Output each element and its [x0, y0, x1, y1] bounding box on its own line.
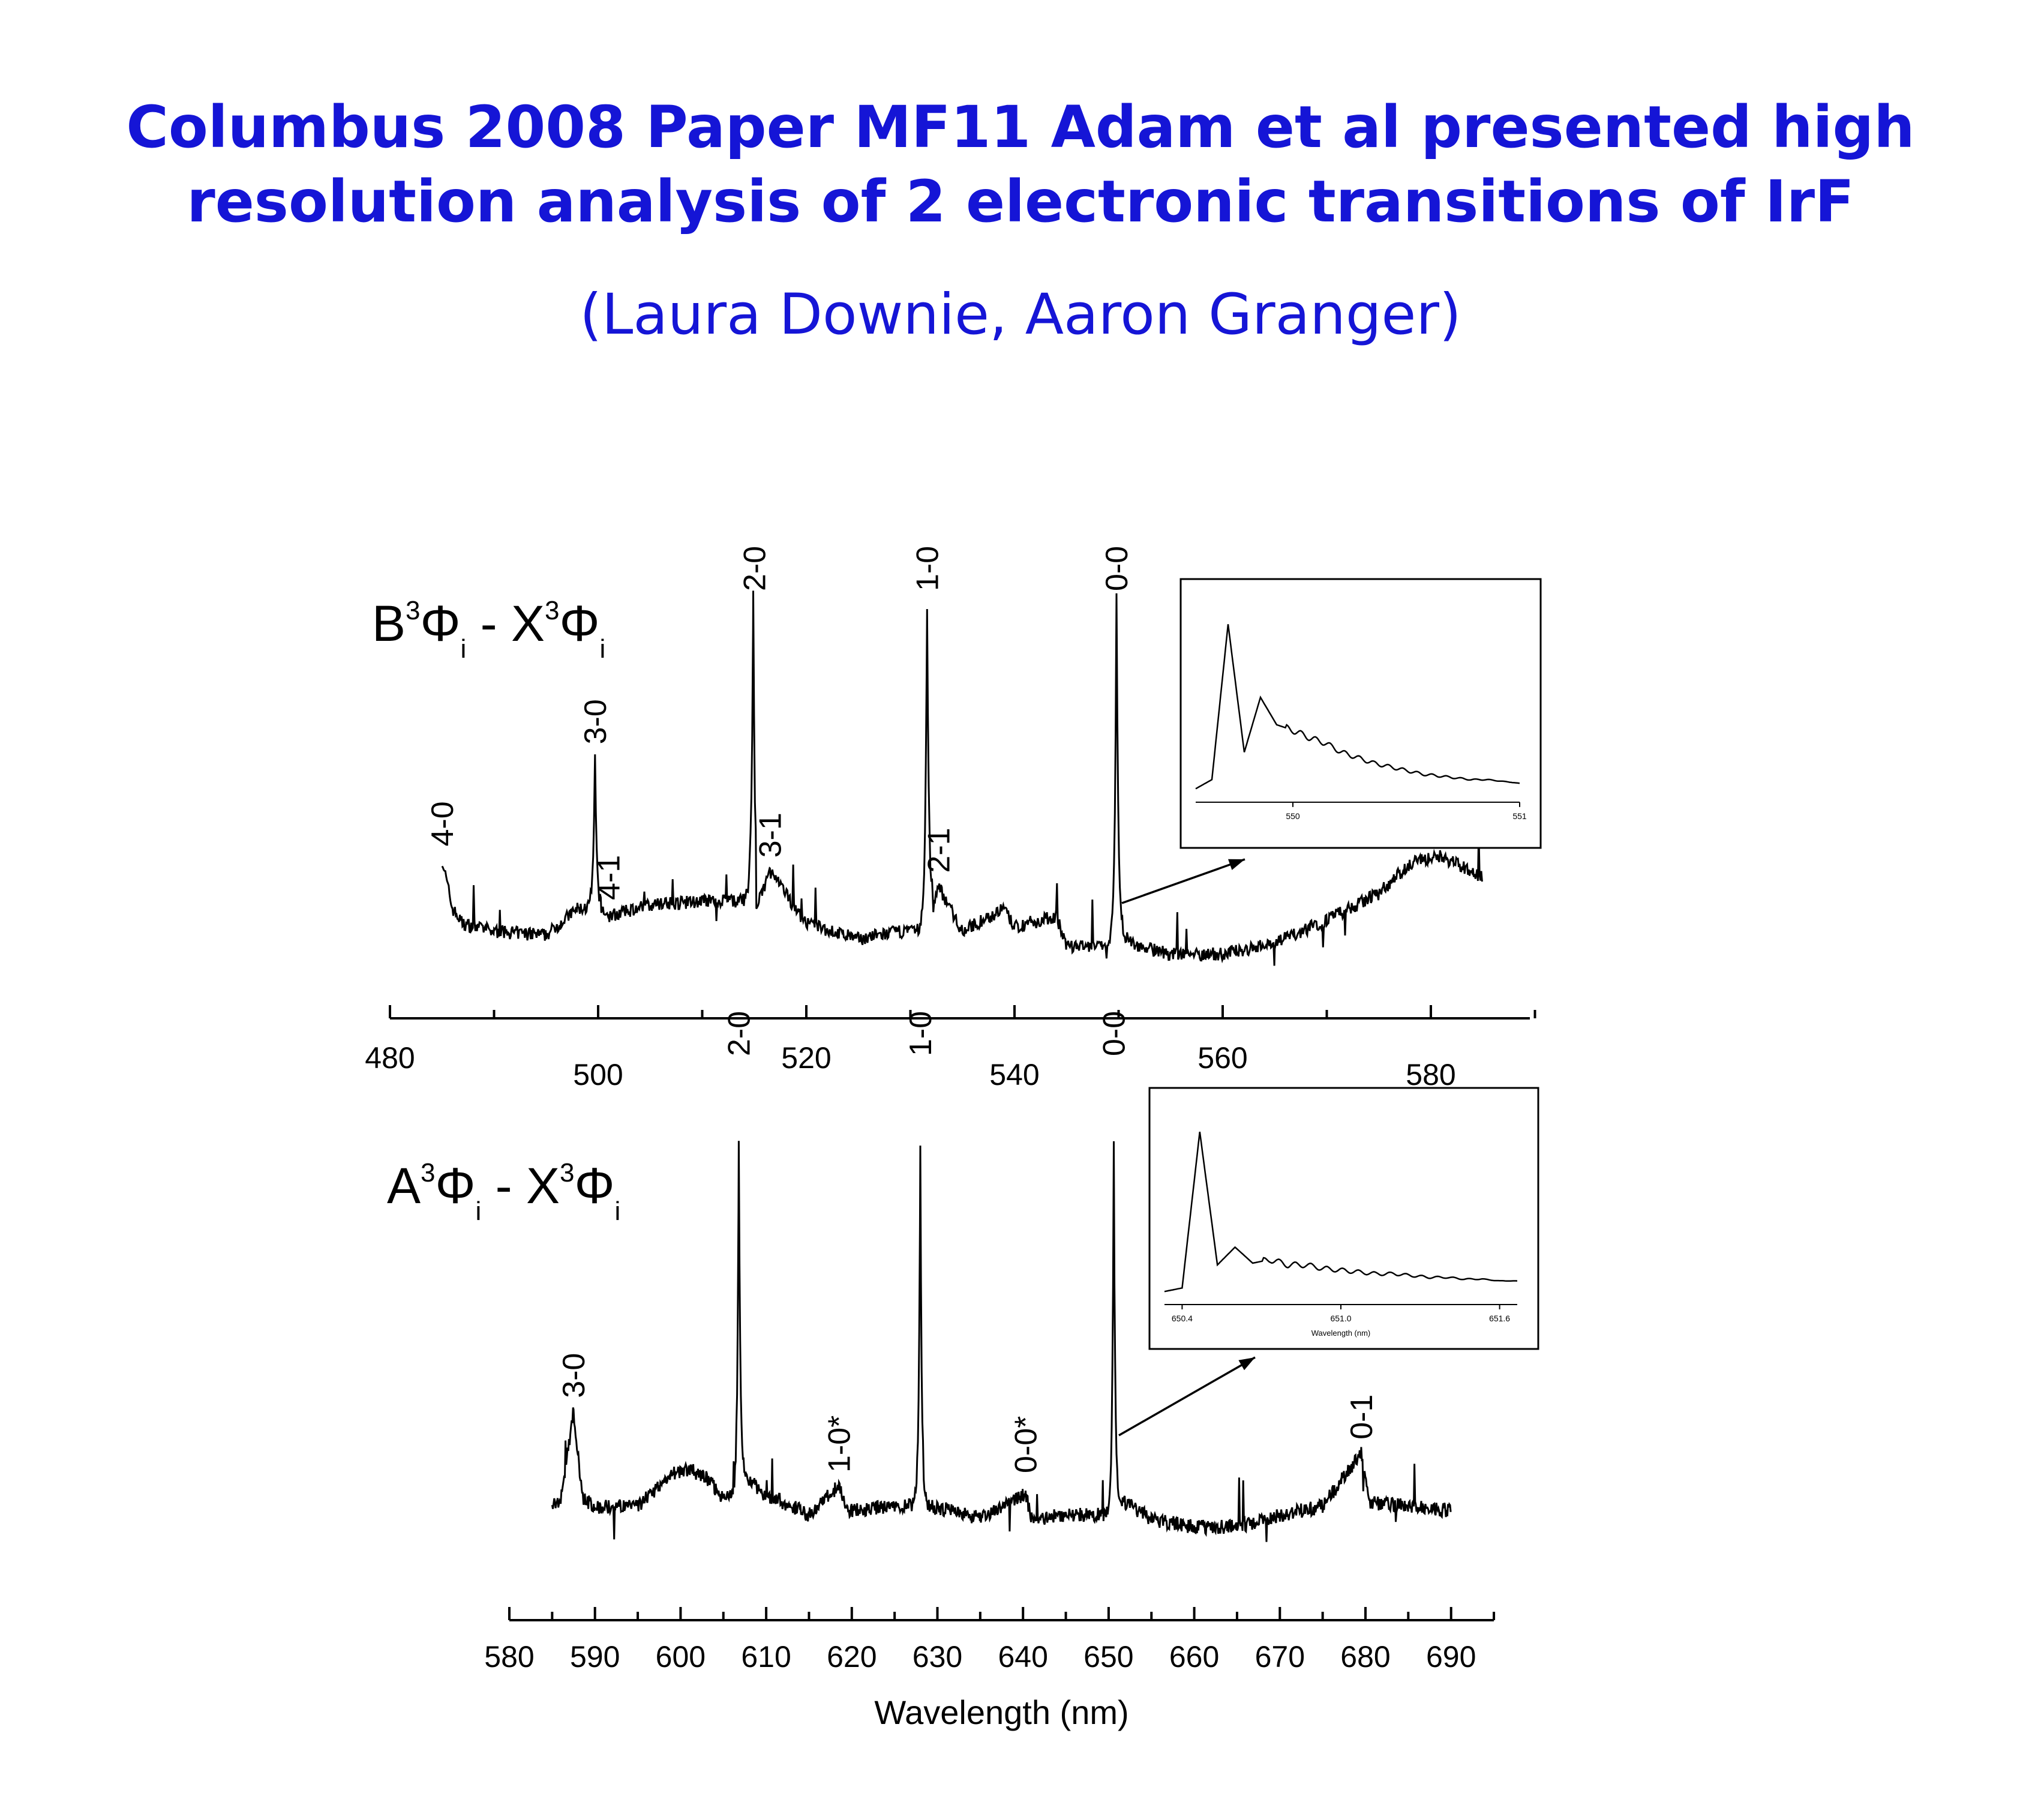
inset-arrow-line	[1118, 1356, 1256, 1437]
inset-tick-label: 551	[1512, 811, 1527, 821]
x-axis-title: Wavelength (nm)	[874, 1693, 1128, 1731]
x-tick-label: 520	[781, 1041, 831, 1075]
x-tick-label: 670	[1255, 1640, 1305, 1674]
x-tick-label: 580	[484, 1640, 534, 1674]
transition-label-part: 3	[560, 1158, 574, 1188]
peak-label: 0-1	[1344, 1395, 1379, 1440]
transition-label-part: - X	[466, 595, 545, 652]
peak-label: 2-1	[922, 827, 956, 872]
x-tick-label: 680	[1340, 1640, 1390, 1674]
transition-label-part: 3	[421, 1158, 435, 1188]
transition-label-part: Φ	[560, 595, 600, 652]
transition-label-part: Φ	[575, 1158, 615, 1214]
transition-label-part: i	[461, 634, 467, 664]
inset-trace	[1195, 624, 1520, 790]
x-tick-label: 650	[1083, 1640, 1133, 1674]
inset-tick-label: 651.6	[1489, 1314, 1510, 1323]
x-tick-label: 540	[989, 1058, 1039, 1092]
peak-label: 3-0	[578, 699, 613, 744]
inset-frame	[1179, 578, 1542, 849]
inset-frame	[1148, 1087, 1539, 1350]
transition-label-part: 3	[406, 596, 420, 625]
x-tick-label: 610	[741, 1640, 791, 1674]
x-tick-label: 590	[570, 1640, 620, 1674]
page-subtitle: (Laura Downie, Aaron Granger)	[580, 282, 1461, 347]
peak-label: 0-0	[1100, 546, 1134, 591]
x-tick-label: 600	[656, 1640, 706, 1674]
page-title-line-2: resolution analysis of 2 electronic tran…	[187, 168, 1854, 235]
inset-arrow-head	[1238, 1357, 1255, 1371]
peak-label: 2-0	[737, 546, 772, 591]
x-tick-label: 560	[1197, 1041, 1247, 1075]
peak-label: 1-0*	[822, 1416, 857, 1473]
inset-tick-label: 550	[1286, 811, 1300, 821]
inset-arrow-line	[1121, 858, 1245, 904]
transition-label-part: - X	[481, 1158, 560, 1214]
peak-label: 0-0*	[1009, 1416, 1043, 1473]
transition-label-part: Φ	[421, 595, 461, 652]
x-tick-label: 500	[573, 1058, 623, 1092]
x-tick-label: 630	[913, 1640, 962, 1674]
transition-label-part: A	[387, 1158, 421, 1214]
transition-label: B3Φi - X3Φi	[372, 595, 605, 664]
inset-tick-label: 650.4	[1172, 1314, 1193, 1323]
spectrum-trace	[551, 1141, 1452, 1542]
transition-label-part: i	[476, 1197, 482, 1226]
spectrum-trace	[441, 590, 1483, 966]
x-tick-label: 640	[998, 1640, 1047, 1674]
title-block: Columbus 2008 Paper MF11 Adam et al pres…	[0, 90, 2041, 239]
peak-label: 4-1	[592, 855, 626, 900]
x-tick-label: 690	[1426, 1640, 1476, 1674]
peak-label: 1-0	[904, 1011, 938, 1056]
transition-label-part: 3	[545, 596, 559, 625]
peak-label: 0-0	[1097, 1011, 1131, 1056]
peak-label: 1-0	[910, 546, 945, 591]
peak-label: 3-0	[557, 1353, 592, 1398]
inset-arrow-head	[1228, 859, 1245, 870]
peak-label: 2-0	[722, 1011, 757, 1056]
transition-label-part: B	[372, 595, 406, 652]
transition-label: A3Φi - X3Φi	[387, 1158, 620, 1226]
inset-panel: 650.4 651.0 651.6 Wavelength (nm)	[1148, 1087, 1539, 1350]
peak-label: 4-0	[425, 801, 460, 846]
transition-label-part: Φ	[436, 1158, 476, 1214]
inset-panel: 550 551	[1179, 578, 1542, 849]
x-tick-label: 580	[1406, 1058, 1455, 1092]
inset-tick-label: 651.0	[1330, 1314, 1351, 1323]
peak-label: 3-1	[753, 812, 788, 857]
transition-label-part: i	[600, 634, 606, 664]
x-tick-label: 620	[827, 1640, 877, 1674]
page-title-line-1: Columbus 2008 Paper MF11 Adam et al pres…	[126, 94, 1915, 161]
inset-trace	[1164, 1131, 1518, 1293]
transition-label-part: i	[615, 1197, 621, 1226]
x-tick-label: 660	[1169, 1640, 1219, 1674]
x-tick-label: 480	[365, 1041, 415, 1075]
inset-axis-title: Wavelength (nm)	[1311, 1329, 1371, 1338]
